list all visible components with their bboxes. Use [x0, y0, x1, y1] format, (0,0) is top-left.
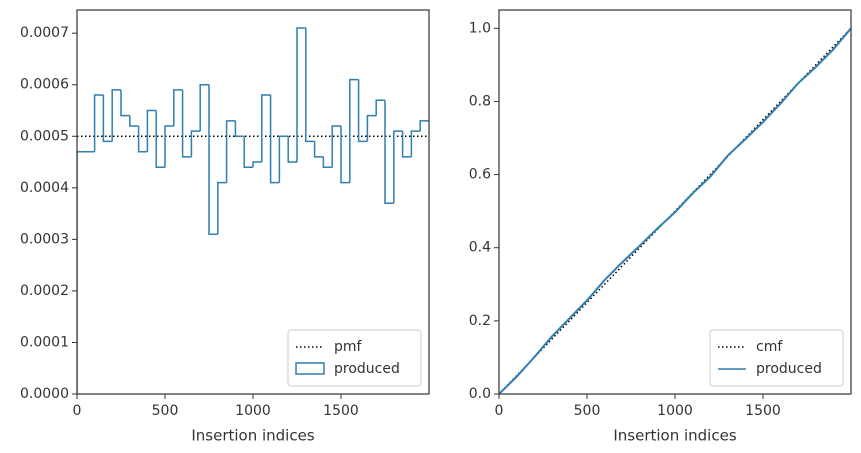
y-tick-label: 0.0	[469, 386, 491, 402]
hist-step	[366, 114, 377, 142]
y-tick-label: 0.2	[469, 313, 491, 329]
hist-step	[331, 125, 341, 168]
hist-step	[296, 27, 306, 163]
hist-step	[217, 181, 227, 235]
legend-label: produced	[756, 361, 822, 377]
series-line	[499, 27, 851, 394]
hist-step	[234, 120, 245, 138]
hist-step	[340, 125, 350, 184]
y-tick-label: 0.8	[469, 93, 491, 109]
hist-step	[375, 99, 385, 116]
hist-step	[252, 161, 262, 168]
hist-step	[313, 141, 324, 158]
hist-step	[357, 79, 368, 143]
legend-label: cmf	[756, 339, 783, 355]
hist-step	[164, 125, 174, 168]
y-tick-label: 0.0001	[20, 334, 69, 350]
x-axis-label: Insertion indices	[191, 427, 314, 445]
hist-step	[278, 135, 289, 183]
hist-step	[208, 84, 218, 235]
hist-step	[322, 156, 333, 168]
hist-step	[181, 89, 192, 158]
x-tick-label: 1500	[745, 403, 781, 419]
x-tick-label: 500	[152, 403, 179, 419]
legend-box	[287, 329, 422, 387]
hist-step	[190, 130, 201, 157]
hist-step	[410, 130, 421, 157]
axes-frame	[498, 9, 852, 395]
y-tick-label: 0.0002	[20, 283, 69, 299]
hist-step	[137, 125, 148, 153]
hist-step	[384, 100, 394, 205]
hist-step	[419, 120, 429, 132]
hist-step	[120, 89, 130, 117]
hist-step	[111, 89, 121, 142]
y-tick-label: 0.6	[469, 167, 491, 183]
hist-step	[225, 120, 236, 183]
x-tick-label: 500	[574, 403, 601, 419]
y-tick-label: 0.0003	[20, 231, 69, 247]
hist-step	[129, 115, 139, 127]
hist-step	[269, 95, 280, 184]
hist-step	[305, 28, 315, 143]
y-tick-label: 0.0005	[20, 128, 69, 144]
hist-step	[93, 94, 104, 152]
axes-frame	[76, 9, 430, 395]
x-tick-label: 1000	[657, 403, 693, 419]
hist-step	[261, 94, 271, 163]
series-line	[499, 27, 851, 394]
hist-step	[155, 110, 165, 168]
x-axis-label: Insertion indices	[613, 427, 736, 445]
y-tick-label: 1.0	[469, 20, 491, 36]
y-tick-label: 0.0004	[20, 180, 69, 196]
hist-step	[287, 136, 297, 163]
hist-step	[199, 83, 209, 132]
x-tick-label: 0	[495, 403, 504, 419]
x-tick-label: 1500	[323, 403, 359, 419]
y-tick-label: 0.0006	[20, 77, 69, 93]
y-tick-label: 0.0007	[20, 25, 69, 41]
hist-step	[349, 78, 359, 183]
y-tick-label: 0.0000	[20, 386, 69, 402]
hist-step	[243, 136, 253, 168]
hist-step	[102, 95, 113, 143]
hist-step	[393, 130, 403, 204]
x-tick-label: 0	[73, 403, 82, 419]
legend-swatch	[295, 362, 325, 375]
hist-step	[173, 89, 183, 126]
legend-label: produced	[334, 361, 400, 377]
hist-step	[401, 131, 412, 158]
legend-box	[709, 329, 844, 387]
legend-label: pmf	[334, 339, 363, 355]
y-tick-label: 0.4	[469, 240, 491, 256]
x-tick-label: 1000	[235, 403, 271, 419]
hist-step	[77, 150, 86, 394]
hist-step	[146, 109, 157, 152]
